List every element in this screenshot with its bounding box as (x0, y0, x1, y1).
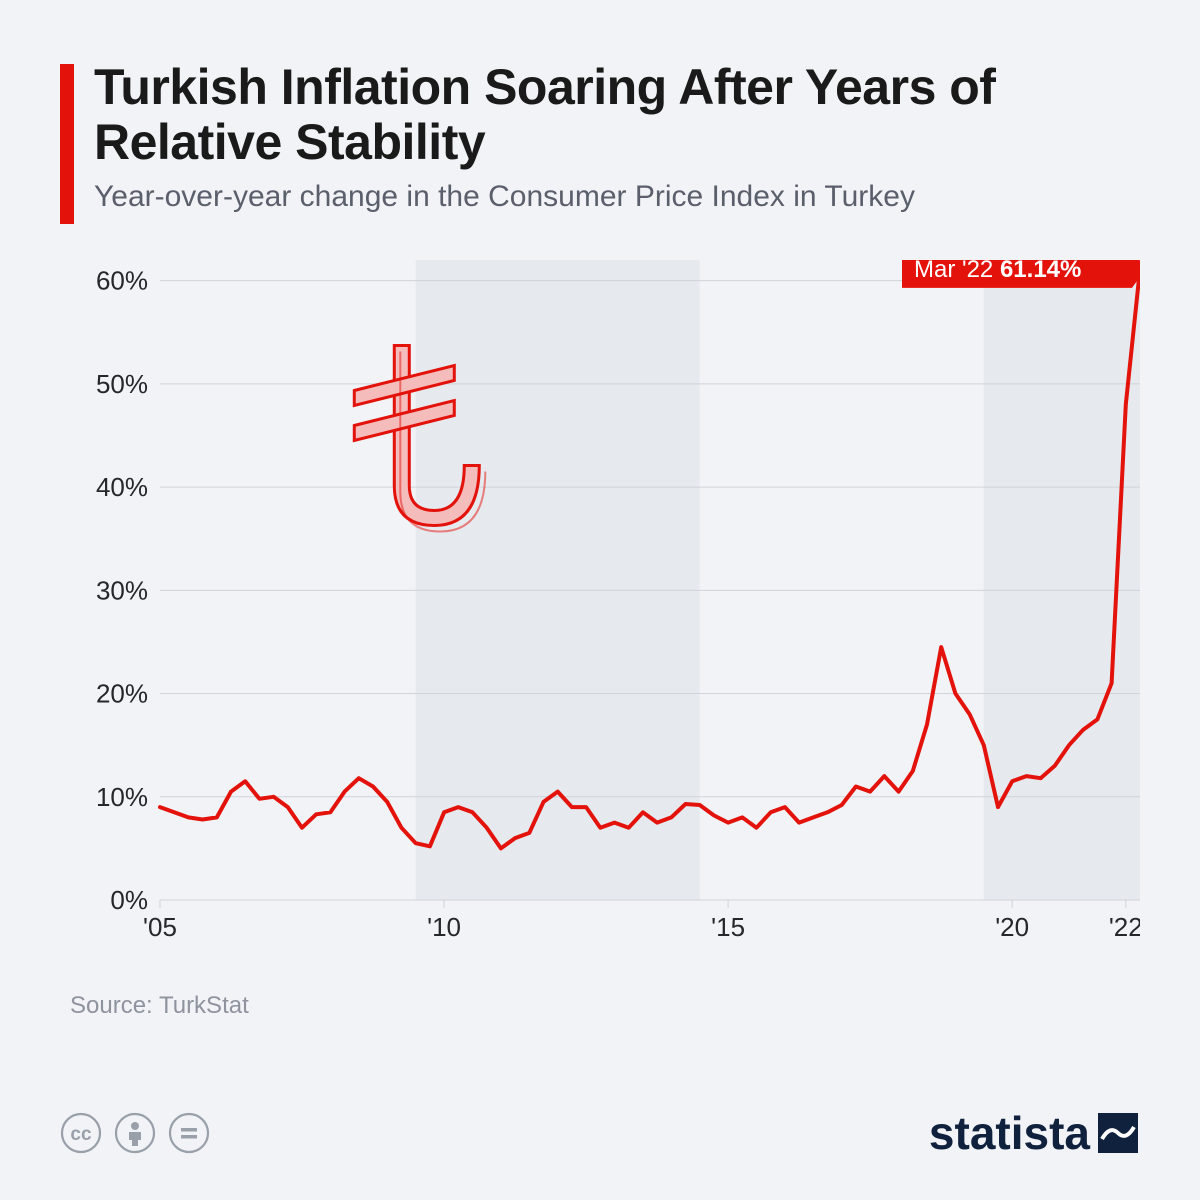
chart-area: 0% 10% 20% 30% 40% 50% 60% '05 '10 '15 '20 '22 Mar … (60, 260, 1140, 960)
svg-text:0%: 0% (110, 885, 148, 915)
source-label: Source: TurkStat (70, 992, 1140, 1020)
cc-by-icon (114, 1112, 156, 1154)
cc-nd-icon (168, 1112, 210, 1154)
svg-text:'10: '10 (427, 912, 461, 942)
svg-text:'22: '22 (1109, 912, 1140, 942)
footer: cc statista (60, 1106, 1140, 1160)
accent-bar (60, 64, 74, 224)
chart-title: Turkish Inflation Soaring After Years of… (94, 60, 1140, 170)
statista-wave-icon (1096, 1111, 1140, 1155)
svg-text:60%: 60% (96, 266, 148, 296)
title-block: Turkish Inflation Soaring After Years of… (60, 60, 1140, 224)
svg-text:'05: '05 (143, 912, 177, 942)
line-chart: 0% 10% 20% 30% 40% 50% 60% '05 '10 '15 '20 '22 Mar … (60, 260, 1140, 960)
cc-license-icons: cc (60, 1112, 210, 1154)
svg-text:50%: 50% (96, 369, 148, 399)
svg-text:cc: cc (70, 1124, 92, 1145)
svg-text:'20: '20 (995, 912, 1029, 942)
svg-text:30%: 30% (96, 575, 148, 605)
svg-text:10%: 10% (96, 782, 148, 812)
statista-logo-text: statista (929, 1106, 1090, 1160)
svg-text:40%: 40% (96, 472, 148, 502)
statista-logo: statista (929, 1106, 1140, 1160)
svg-text:'15: '15 (711, 912, 745, 942)
cc-icon: cc (60, 1112, 102, 1154)
svg-text:Mar '22 61.14%: Mar '22 61.14% (914, 260, 1081, 283)
svg-text:20%: 20% (96, 679, 148, 709)
chart-subtitle: Year-over-year change in the Consumer Pr… (94, 180, 1140, 214)
